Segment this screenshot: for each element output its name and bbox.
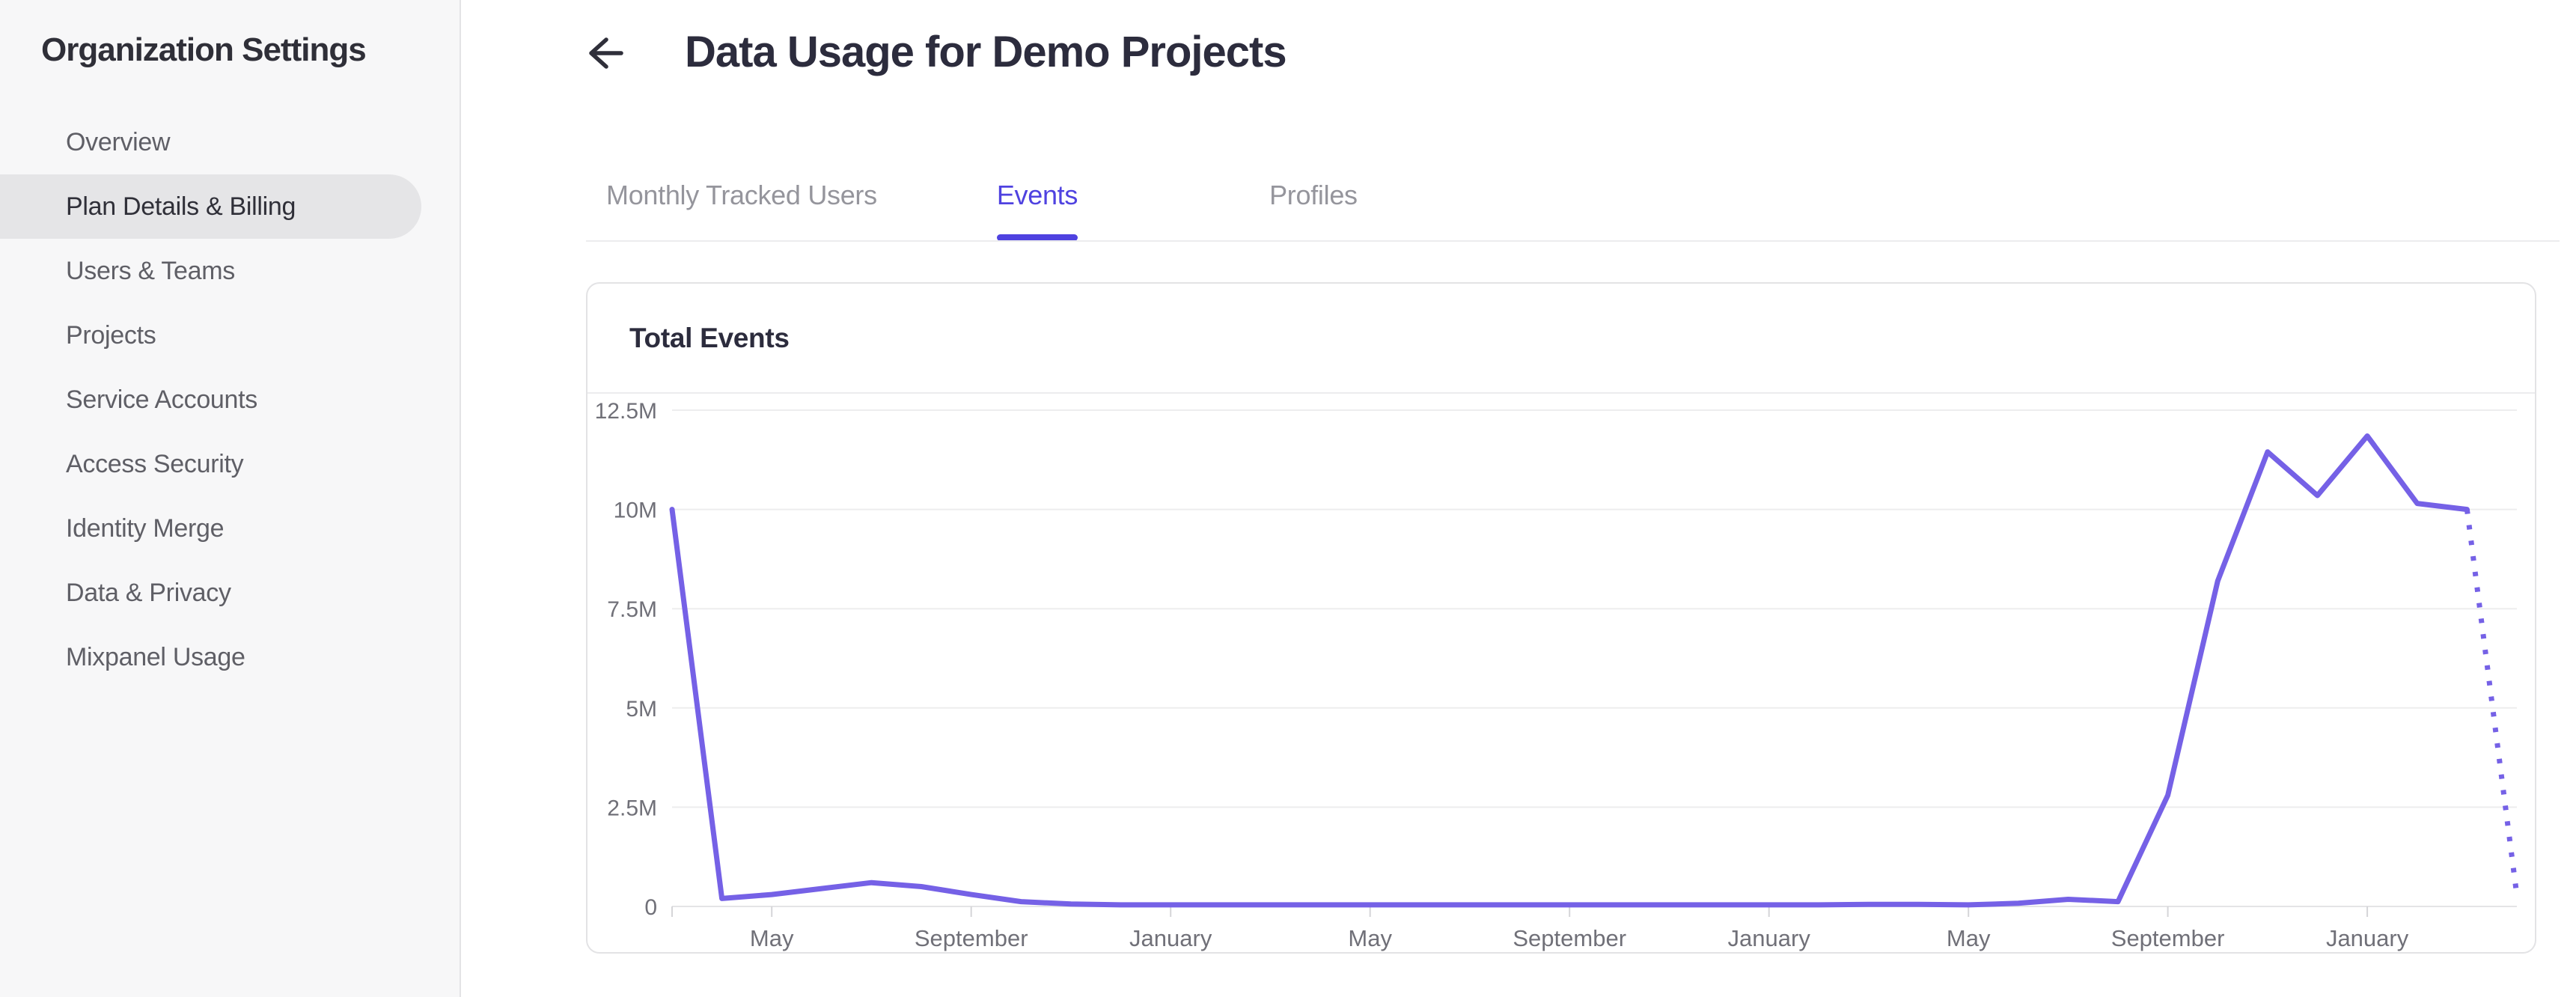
sidebar-item-projects[interactable]: Projects [66,321,156,350]
organization-settings-sidebar: Organization Settings Overview Plan Detai… [0,0,461,997]
usage-tabs: Monthly Tracked Users Events Profiles [586,150,1378,241]
total-events-card: Total Events [586,282,2536,954]
card-title: Total Events [629,322,790,353]
tab-profiles[interactable]: Profiles [1269,180,1358,210]
sidebar-nav: Overview Plan Details & Billing Users & Te… [0,110,460,689]
page-title: Data Usage for Demo Projects [685,28,1287,76]
sidebar-item-plan-details-billing[interactable]: Plan Details & Billing [0,174,421,239]
sidebar-item-access-security[interactable]: Access Security [66,450,244,478]
sidebar-item-users-teams[interactable]: Users & Teams [66,257,235,285]
card-header: Total Events [587,284,2535,394]
sidebar-item-data-privacy[interactable]: Data & Privacy [66,579,231,607]
tab-events[interactable]: Events [977,150,1098,241]
sidebar-item-identity-merge[interactable]: Identity Merge [66,514,225,543]
tabs-divider [586,240,2560,242]
sidebar-title: Organization Settings [41,31,367,68]
arrow-left-icon [581,37,627,79]
sidebar-item-overview[interactable]: Overview [66,128,171,156]
sidebar-item-service-accounts[interactable]: Service Accounts [66,385,257,414]
sidebar-item-mixpanel-usage[interactable]: Mixpanel Usage [66,643,245,671]
tab-monthly-tracked-users[interactable]: Monthly Tracked Users [606,180,877,210]
back-button[interactable] [581,30,627,76]
